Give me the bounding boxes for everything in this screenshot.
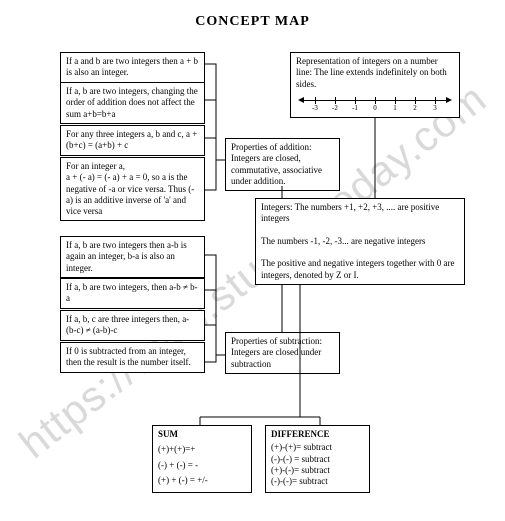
sum-line: (+) + (-) = +/- bbox=[158, 475, 246, 486]
box-nonassoc-sub: If a, b, c are three integers then, a-(b… bbox=[60, 310, 205, 341]
box-associative: For any three integers a, b and c, a + (… bbox=[60, 125, 205, 156]
sum-line: (+)+(+)=+ bbox=[158, 444, 246, 455]
box-sum: SUM (+)+(+)=+ (-) + (-) = - (+) + (-) = … bbox=[152, 425, 252, 493]
box-commutative: If a, b are two integers, changing the o… bbox=[60, 82, 205, 124]
box-props-sub: Properties of subtraction: Integers are … bbox=[225, 332, 340, 374]
numline-label: -1 bbox=[352, 104, 358, 113]
box-sub-zero: If 0 is subtracted from an integer, then… bbox=[60, 342, 205, 373]
number-line: -3 -2 -1 0 1 2 3 bbox=[296, 94, 454, 114]
box-difference: DIFFERENCE (+)-(+)= subtract (-)-(-) = s… bbox=[265, 425, 370, 493]
numline-label: -2 bbox=[332, 104, 338, 113]
diff-line: (+)-(-)= subtract bbox=[271, 465, 364, 476]
sum-title: SUM bbox=[158, 429, 246, 440]
numline-label: 2 bbox=[413, 104, 417, 113]
box-numberline: Representation of integers on a number l… bbox=[290, 52, 460, 118]
numline-label: 3 bbox=[433, 104, 437, 113]
diff-title: DIFFERENCE bbox=[271, 429, 364, 440]
numline-label: -3 bbox=[312, 104, 318, 113]
diff-line: (-)-(-) = subtract bbox=[271, 454, 364, 465]
diff-line: (+)-(+)= subtract bbox=[271, 442, 364, 453]
box-inverse: For an integer a, a + (- a) = (- a) + a … bbox=[60, 157, 205, 221]
diff-line: (-)-(-)= subtract bbox=[271, 476, 364, 487]
box-closure-sub: If a, b are two integers then a-b is aga… bbox=[60, 236, 205, 278]
box-integers-def: Integers: The numbers +1, +2, +3, .... a… bbox=[255, 198, 465, 285]
box-props-add: Properties of addition: Integers are clo… bbox=[225, 138, 340, 191]
sum-line: (-) + (-) = - bbox=[158, 460, 246, 471]
numline-label: 0 bbox=[373, 104, 377, 113]
page-title: CONCEPT MAP bbox=[0, 0, 505, 30]
numline-text: Representation of integers on a number l… bbox=[296, 56, 454, 90]
box-closure-add: If a and b are two integers then a + b i… bbox=[60, 52, 205, 83]
box-noncomm-sub: If a, b are two integers, then a-b ≠ b-a bbox=[60, 278, 205, 309]
numline-label: 1 bbox=[393, 104, 397, 113]
